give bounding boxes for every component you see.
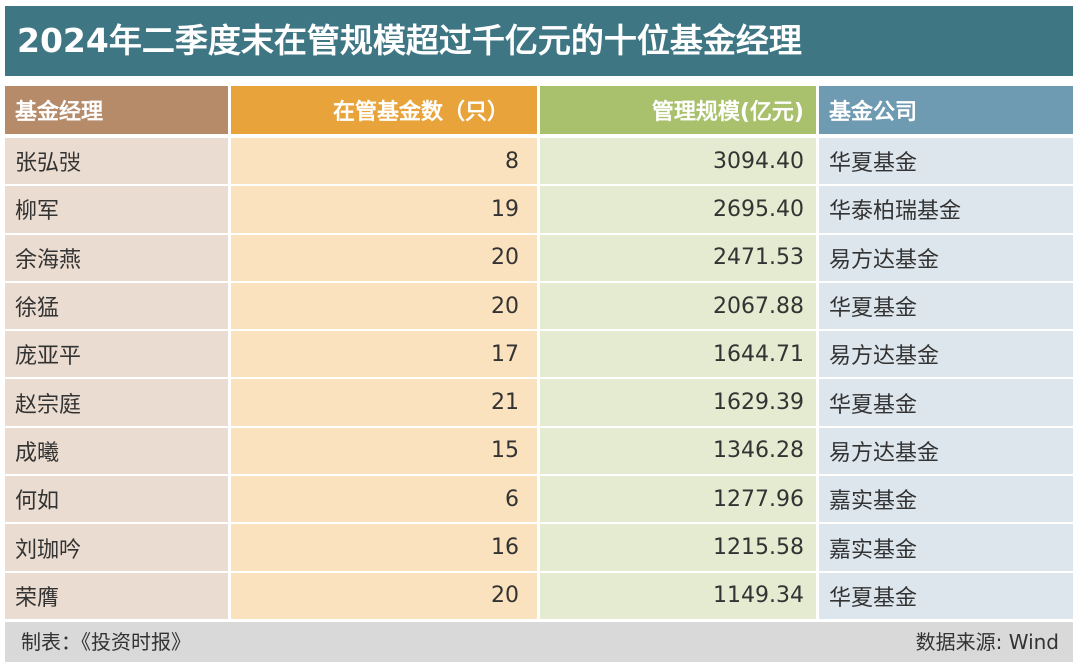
table-row: 余海燕 20 2471.53 易方达基金 [5,234,1073,283]
fund-manager-table: 基金经理 在管基金数（只） 管理规模(亿元) 基金公司 张弘弢 8 3094.4… [5,86,1073,621]
company-cell: 易方达基金 [819,427,1073,477]
company-cell: 华夏基金 [819,138,1073,187]
fund-count-cell: 20 [231,282,540,332]
table-row: 庞亚平 17 1644.71 易方达基金 [5,331,1073,380]
table-row: 何如 6 1277.96 嘉实基金 [5,476,1073,525]
scale-cell: 2695.40 [540,186,819,235]
made-by-credit: 制表：《投资时报》 [21,630,191,654]
company-cell: 华夏基金 [819,379,1073,428]
company-cell: 华夏基金 [819,282,1073,332]
company-cell: 易方达基金 [819,234,1073,283]
manager-cell: 徐猛 [5,282,231,332]
header-row: 基金经理 在管基金数（只） 管理规模(亿元) 基金公司 [5,86,1073,138]
manager-cell: 张弘弢 [5,138,231,187]
column-header-manager: 基金经理 [5,86,231,138]
fund-count-cell: 20 [231,234,540,283]
scale-cell: 1629.39 [540,379,819,428]
data-source-note: 数据来源: Wind [915,630,1059,654]
fund-count-cell: 15 [231,427,540,477]
table-row: 赵宗庭 21 1629.39 华夏基金 [5,379,1073,428]
fund-count-cell: 21 [231,379,540,428]
fund-count-cell: 19 [231,186,540,235]
company-cell: 华泰柏瑞基金 [819,186,1073,235]
scale-cell: 1346.28 [540,427,819,477]
table-row: 柳军 19 2695.40 华泰柏瑞基金 [5,186,1073,235]
column-header-fund-count: 在管基金数（只） [231,86,540,138]
fund-count-cell: 17 [231,331,540,380]
manager-cell: 余海燕 [5,234,231,283]
fund-count-cell: 6 [231,476,540,525]
table-row: 刘珈吟 16 1215.58 嘉实基金 [5,524,1073,573]
company-cell: 华夏基金 [819,572,1073,621]
scale-cell: 2067.88 [540,282,819,332]
scale-cell: 1644.71 [540,331,819,380]
manager-cell: 刘珈吟 [5,524,231,573]
scale-cell: 2471.53 [540,234,819,283]
column-header-company: 基金公司 [819,86,1073,138]
scale-cell: 1215.58 [540,524,819,573]
fund-count-cell: 20 [231,572,540,621]
table-footer: 制表：《投资时报》 数据来源: Wind [5,622,1073,662]
manager-cell: 何如 [5,476,231,525]
scale-cell: 1277.96 [540,476,819,525]
company-cell: 嘉实基金 [819,476,1073,525]
table-title: 2024年二季度末在管规模超过千亿元的十位基金经理 [5,6,1073,76]
fund-count-cell: 16 [231,524,540,573]
table-row: 徐猛 20 2067.88 华夏基金 [5,282,1073,332]
fund-count-cell: 8 [231,138,540,187]
company-cell: 嘉实基金 [819,524,1073,573]
scale-cell: 1149.34 [540,572,819,621]
column-header-scale: 管理规模(亿元) [540,86,819,138]
company-cell: 易方达基金 [819,331,1073,380]
manager-cell: 成曦 [5,427,231,477]
table-row: 张弘弢 8 3094.40 华夏基金 [5,138,1073,187]
scale-cell: 3094.40 [540,138,819,187]
table-row: 成曦 15 1346.28 易方达基金 [5,427,1073,477]
manager-cell: 荣膺 [5,572,231,621]
manager-cell: 庞亚平 [5,331,231,380]
table-card: 2024年二季度末在管规模超过千亿元的十位基金经理 基金经理 在管基金数（只） … [5,6,1073,662]
manager-cell: 赵宗庭 [5,379,231,428]
table-row: 荣膺 20 1149.34 华夏基金 [5,572,1073,621]
manager-cell: 柳军 [5,186,231,235]
